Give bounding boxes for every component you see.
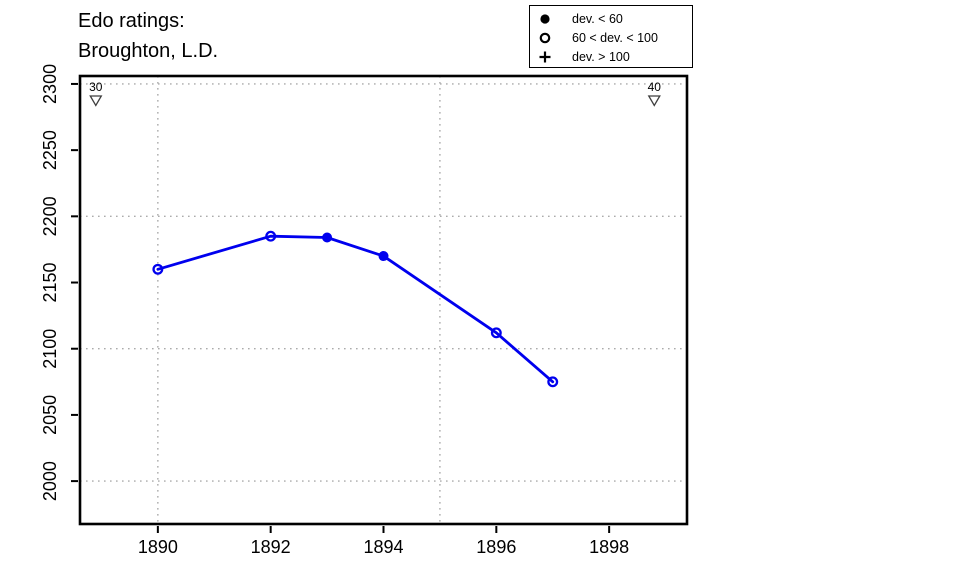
legend-item-dev-60-100: 60 < dev. < 100 xyxy=(530,28,692,47)
legend: dev. < 60 60 < dev. < 100 dev. > 100 xyxy=(529,5,693,68)
chart-title: Edo ratings: Broughton, L.D. xyxy=(78,6,218,66)
age-marker-label: 40 xyxy=(648,80,662,94)
age-marker-label: 30 xyxy=(89,80,103,94)
rating-line xyxy=(156,234,555,384)
chart-title-line1: Edo ratings: xyxy=(78,10,185,32)
x-axis-tick-label: 1898 xyxy=(589,537,629,557)
legend-label: 60 < dev. < 100 xyxy=(572,30,658,45)
x-axis-tick-label: 1892 xyxy=(251,537,291,557)
plus-icon xyxy=(530,50,560,64)
legend-label: dev. > 100 xyxy=(572,49,630,64)
age-marker-triangle-icon xyxy=(89,95,103,107)
plot-border xyxy=(78,74,689,526)
data-point-open xyxy=(265,230,277,242)
x-axis-tick-label: 1894 xyxy=(363,537,403,557)
x-axis-tick-label: 1896 xyxy=(476,537,516,557)
legend-item-dev-lt-60: dev. < 60 xyxy=(530,9,692,28)
y-axis-tick-label: 2200 xyxy=(40,196,60,236)
y-axis-tick-label: 2000 xyxy=(40,461,60,501)
data-point-open xyxy=(490,327,502,339)
y-axis-tick-label: 2100 xyxy=(40,329,60,369)
y-axis-tick-label: 2300 xyxy=(40,64,60,104)
y-axis-tick-label: 2150 xyxy=(40,263,60,303)
chart-title-line2: Broughton, L.D. xyxy=(78,40,219,62)
data-point-filled xyxy=(378,251,389,262)
data-point-open xyxy=(152,263,164,275)
y-axis-tick-label: 2250 xyxy=(40,130,60,170)
age-marker-triangle-icon xyxy=(647,95,661,107)
x-axis-tick-label: 1890 xyxy=(138,537,178,557)
data-point-open xyxy=(547,376,559,388)
filled-circle-icon xyxy=(530,12,560,26)
open-circle-icon xyxy=(530,31,560,45)
legend-item-dev-gt-100: dev. > 100 xyxy=(530,47,692,66)
y-axis-tick-label: 2050 xyxy=(40,395,60,435)
legend-label: dev. < 60 xyxy=(572,11,623,26)
data-point-filled xyxy=(322,232,333,243)
